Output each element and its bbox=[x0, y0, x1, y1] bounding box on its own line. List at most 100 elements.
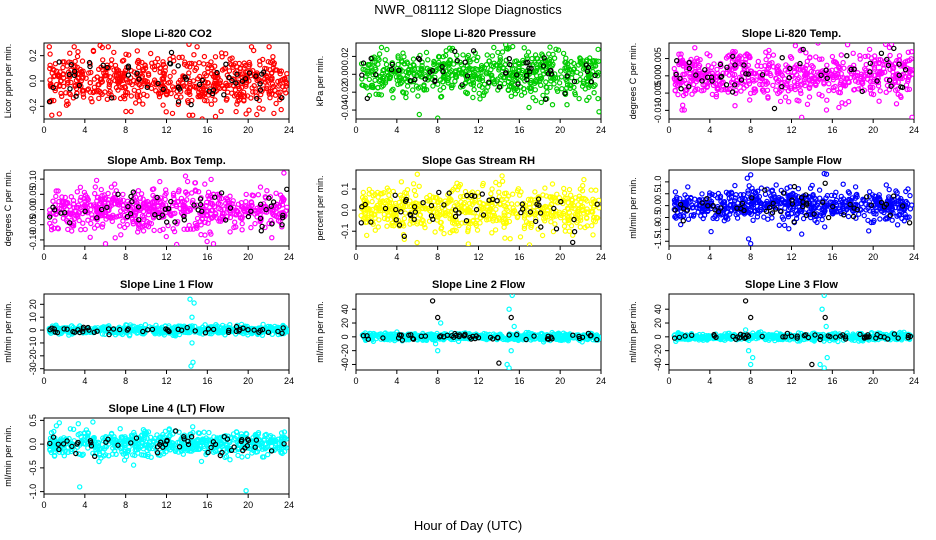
data-point bbox=[793, 215, 800, 222]
data-point bbox=[173, 326, 179, 333]
data-point bbox=[823, 107, 830, 113]
data-point bbox=[868, 55, 875, 61]
data-point bbox=[174, 241, 180, 246]
data-point bbox=[402, 38, 406, 42]
data-point bbox=[111, 201, 117, 207]
reference-point bbox=[61, 209, 68, 216]
reference-point bbox=[741, 207, 747, 214]
data-point bbox=[593, 187, 599, 193]
reference-point bbox=[64, 326, 70, 332]
point-cloud bbox=[46, 296, 289, 369]
reference-point bbox=[542, 96, 549, 103]
data-point bbox=[376, 206, 382, 212]
data-point bbox=[93, 204, 99, 211]
data-point bbox=[563, 55, 569, 61]
data-point bbox=[808, 72, 814, 79]
data-point bbox=[387, 75, 393, 82]
data-point bbox=[696, 205, 703, 211]
data-point bbox=[93, 177, 100, 184]
data-point bbox=[815, 43, 821, 46]
reference-point bbox=[850, 213, 857, 220]
data-point bbox=[417, 212, 423, 218]
data-point bbox=[687, 73, 693, 80]
data-point bbox=[105, 196, 112, 203]
reference-point bbox=[225, 329, 232, 335]
data-point bbox=[836, 64, 842, 70]
y-tick-label: 10 bbox=[28, 312, 38, 322]
data-point bbox=[204, 208, 210, 215]
data-point bbox=[98, 212, 105, 219]
panel-title: Slope Amb. Box Temp. bbox=[107, 155, 226, 167]
reference-point bbox=[125, 203, 131, 210]
data-point bbox=[187, 296, 193, 302]
data-point bbox=[233, 224, 239, 230]
data-point bbox=[66, 332, 72, 338]
data-point bbox=[799, 114, 805, 119]
reference-point bbox=[786, 74, 792, 81]
reference-point bbox=[867, 69, 873, 75]
data-point bbox=[748, 240, 754, 246]
data-point bbox=[510, 191, 516, 197]
data-point bbox=[496, 67, 502, 73]
data-point bbox=[761, 214, 767, 220]
data-point bbox=[121, 83, 128, 90]
data-point bbox=[107, 88, 113, 95]
data-point bbox=[680, 102, 686, 108]
reference-point bbox=[540, 63, 547, 69]
data-point bbox=[130, 221, 136, 227]
data-point bbox=[390, 210, 396, 216]
y-tick-label: 0.0 bbox=[653, 199, 663, 212]
data-point bbox=[100, 221, 106, 227]
data-point bbox=[817, 212, 823, 218]
data-point bbox=[139, 73, 146, 79]
reference-point bbox=[571, 228, 578, 235]
data-point bbox=[442, 52, 449, 59]
panel-title: Slope Sample Flow bbox=[741, 155, 842, 167]
data-point bbox=[66, 203, 73, 210]
data-point bbox=[522, 206, 528, 212]
data-point bbox=[63, 217, 70, 223]
data-point bbox=[53, 193, 59, 200]
reference-point bbox=[104, 204, 110, 211]
data-point bbox=[413, 83, 420, 89]
reference-point bbox=[780, 190, 787, 196]
data-point bbox=[861, 212, 867, 219]
data-point bbox=[182, 189, 189, 195]
reference-point bbox=[70, 328, 76, 335]
reference-point bbox=[779, 83, 785, 90]
data-point bbox=[777, 200, 784, 207]
data-point bbox=[254, 111, 260, 118]
data-point bbox=[529, 55, 535, 62]
data-point bbox=[465, 206, 472, 212]
reference-point bbox=[125, 72, 132, 78]
data-point bbox=[843, 206, 850, 213]
data-point bbox=[568, 192, 574, 198]
data-point bbox=[584, 215, 590, 221]
point-cloud bbox=[671, 43, 914, 119]
reference-point bbox=[473, 206, 480, 213]
data-point bbox=[694, 55, 700, 62]
reference-point bbox=[192, 328, 198, 334]
data-point bbox=[759, 81, 765, 88]
data-point bbox=[181, 206, 187, 212]
data-point bbox=[71, 44, 77, 50]
data-point bbox=[416, 111, 422, 118]
data-point bbox=[907, 68, 914, 75]
data-point bbox=[410, 56, 417, 62]
data-point bbox=[906, 57, 913, 64]
data-point bbox=[732, 49, 738, 55]
data-point bbox=[437, 87, 443, 93]
data-point bbox=[217, 77, 223, 84]
data-point bbox=[852, 195, 859, 201]
data-point bbox=[592, 218, 599, 225]
data-point bbox=[266, 91, 272, 97]
reference-point bbox=[359, 203, 365, 210]
data-point bbox=[438, 224, 445, 231]
reference-point bbox=[686, 83, 692, 90]
data-point bbox=[189, 112, 196, 118]
data-point bbox=[386, 213, 392, 219]
data-point bbox=[830, 84, 837, 91]
data-point bbox=[140, 68, 146, 74]
data-point bbox=[745, 236, 752, 242]
